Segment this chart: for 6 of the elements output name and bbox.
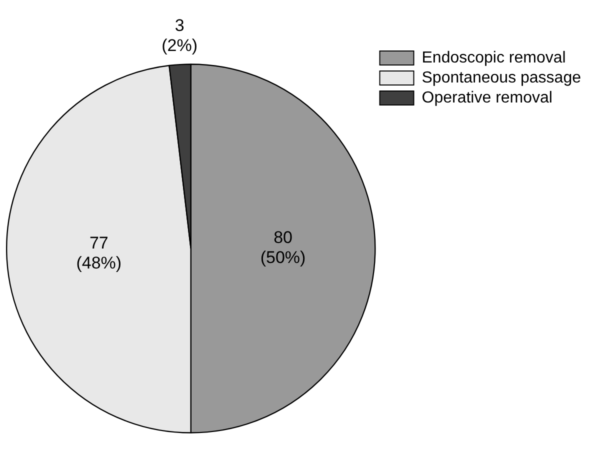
data-label: 80 (50%) (260, 228, 306, 268)
data-label: 77 (48%) (76, 234, 122, 273)
legend-label: Operative removal (422, 89, 552, 106)
legend-label: Endoscopic removal (422, 49, 566, 66)
data-label: 3 (2%) (162, 16, 198, 56)
legend-label: Spontaneous passage (422, 69, 582, 86)
